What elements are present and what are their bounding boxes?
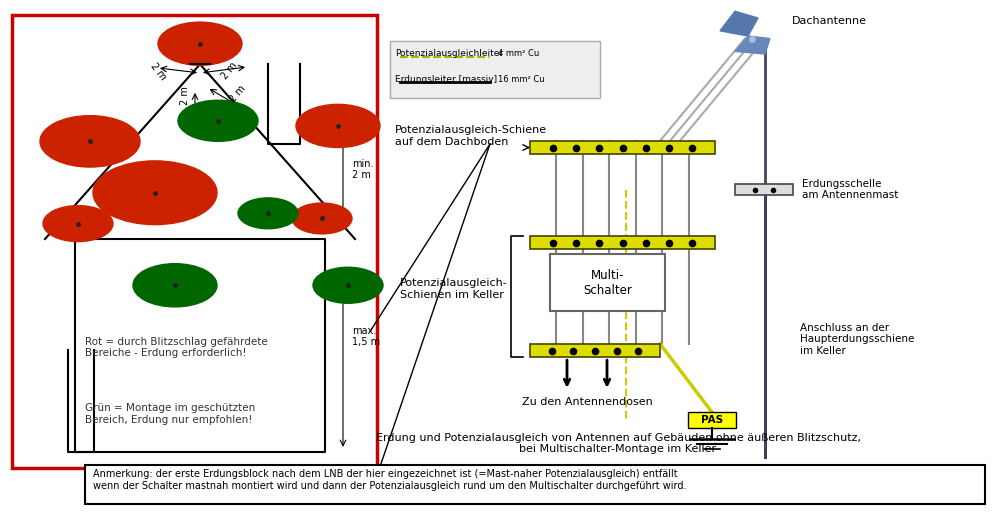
Polygon shape xyxy=(735,36,770,54)
Circle shape xyxy=(158,22,242,65)
Text: 16 mm² Cu: 16 mm² Cu xyxy=(498,75,545,84)
FancyBboxPatch shape xyxy=(85,465,985,504)
Circle shape xyxy=(178,100,258,141)
Text: Potenzialausgleich-Schiene
auf dem Dachboden: Potenzialausgleich-Schiene auf dem Dachb… xyxy=(395,125,547,147)
Text: Dachantenne: Dachantenne xyxy=(792,15,867,26)
FancyBboxPatch shape xyxy=(12,15,377,468)
Circle shape xyxy=(292,203,352,234)
Circle shape xyxy=(43,206,113,242)
Text: 4 mm² Cu: 4 mm² Cu xyxy=(498,49,539,58)
Text: Grün = Montage im geschützten
Bereich, Erdung nur empfohlen!: Grün = Montage im geschützten Bereich, E… xyxy=(85,403,255,425)
Polygon shape xyxy=(720,11,758,36)
Text: 2 m: 2 m xyxy=(180,86,190,105)
Circle shape xyxy=(296,104,380,148)
FancyBboxPatch shape xyxy=(530,236,715,249)
Text: Erdungsschelle
am Antennenmast: Erdungsschelle am Antennenmast xyxy=(802,179,898,200)
Text: Multi-
Schalter: Multi- Schalter xyxy=(583,269,632,297)
FancyBboxPatch shape xyxy=(530,141,715,154)
Circle shape xyxy=(93,161,217,225)
Text: Erdungsleiter [massiv]: Erdungsleiter [massiv] xyxy=(395,75,497,84)
FancyBboxPatch shape xyxy=(735,184,793,195)
FancyBboxPatch shape xyxy=(390,41,600,98)
Text: max.
1,5 m: max. 1,5 m xyxy=(352,326,380,347)
Text: 2 m: 2 m xyxy=(148,61,168,82)
Text: Rot = durch Blitzschlag gefährdete
Bereiche - Erdung erforderlich!: Rot = durch Blitzschlag gefährdete Berei… xyxy=(85,337,268,358)
Circle shape xyxy=(40,116,140,167)
Text: Potenzialausgleich-
Schienen im Keller: Potenzialausgleich- Schienen im Keller xyxy=(400,278,508,300)
FancyBboxPatch shape xyxy=(688,412,736,428)
Text: PAS: PAS xyxy=(701,415,723,425)
Text: Anmerkung: der erste Erdungsblock nach dem LNB der hier eingezeichnet ist (=Mast: Anmerkung: der erste Erdungsblock nach d… xyxy=(93,469,686,491)
Circle shape xyxy=(313,267,383,303)
Text: min.
2 m: min. 2 m xyxy=(352,159,374,180)
Circle shape xyxy=(238,198,298,229)
Text: Potenzialausgleichleiter: Potenzialausgleichleiter xyxy=(395,49,503,58)
FancyBboxPatch shape xyxy=(530,344,660,357)
Text: Zu den Antennendosen: Zu den Antennendosen xyxy=(522,397,652,407)
Text: 2 m: 2 m xyxy=(228,83,248,104)
Text: Anschluss an der
Haupterdungsschiene
im Keller: Anschluss an der Haupterdungsschiene im … xyxy=(800,323,914,356)
Text: Erdung und Potenzialausgleich von Antennen auf Gebäuden ohne äußeren Blitzschutz: Erdung und Potenzialausgleich von Antenn… xyxy=(376,433,860,454)
Text: 2 m: 2 m xyxy=(220,61,240,82)
FancyBboxPatch shape xyxy=(550,254,665,311)
Circle shape xyxy=(133,264,217,307)
